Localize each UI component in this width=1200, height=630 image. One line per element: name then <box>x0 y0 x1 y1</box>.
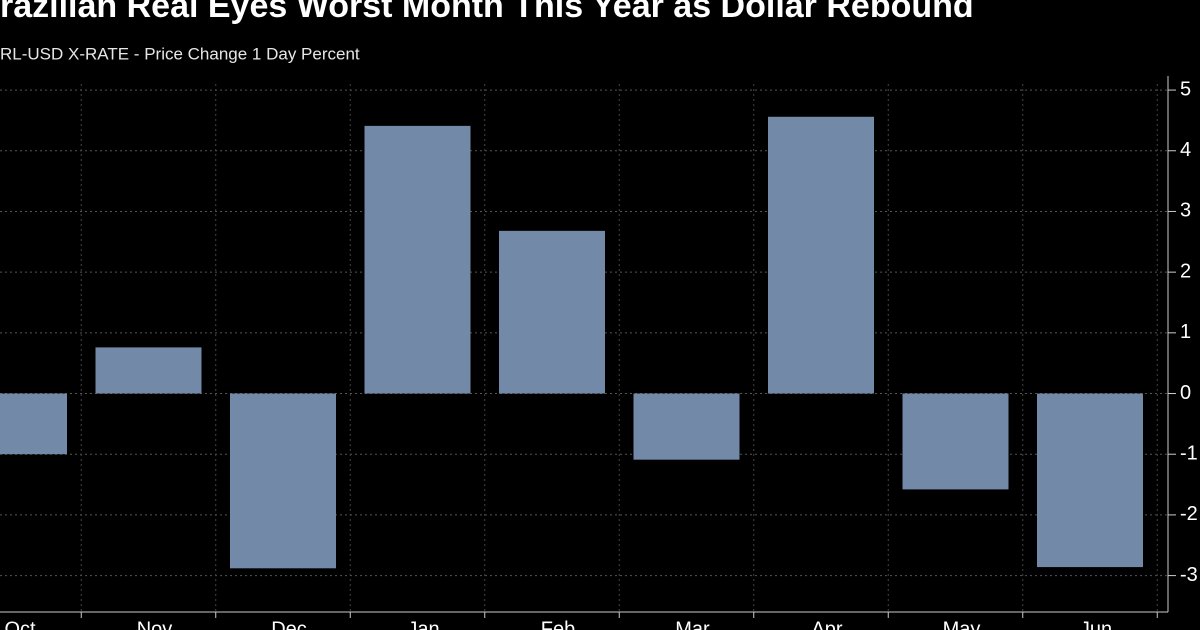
y-tick-label: 3 <box>1180 200 1191 222</box>
bar <box>499 230 605 394</box>
bar <box>0 393 67 455</box>
y-tick-label: 1 <box>1180 321 1191 343</box>
y-tick-label: 5 <box>1180 78 1191 100</box>
x-tick-label: Feb <box>541 618 575 630</box>
bar <box>1037 393 1143 568</box>
chart-subtitle: RL-USD X-RATE - Price Change 1 Day Perce… <box>0 44 360 63</box>
x-tick-label: Apr <box>811 618 842 630</box>
y-tick-label: -1 <box>1180 442 1198 464</box>
bar <box>230 393 336 569</box>
y-tick-label: 4 <box>1180 139 1191 161</box>
x-tick-label: Nov <box>137 618 173 630</box>
x-tick-label: Mar <box>675 618 710 630</box>
x-tick-label: Dec <box>271 618 307 630</box>
x-tick-label: May <box>943 618 981 630</box>
chart-title: razilian Real Eyes Worst Month This Year… <box>0 0 974 25</box>
bar <box>633 393 740 460</box>
x-tick-label: Oct <box>4 618 36 630</box>
bar <box>768 116 874 394</box>
y-tick-label: 0 <box>1180 382 1191 404</box>
y-tick-label: -2 <box>1180 503 1198 525</box>
x-tick-label: Jan <box>407 618 439 630</box>
bar <box>902 393 1009 490</box>
y-tick-label: -3 <box>1180 564 1198 586</box>
bar <box>95 347 202 394</box>
y-tick-label: 2 <box>1180 260 1191 282</box>
x-tick-label: Jun <box>1080 618 1112 630</box>
bar <box>364 125 471 394</box>
